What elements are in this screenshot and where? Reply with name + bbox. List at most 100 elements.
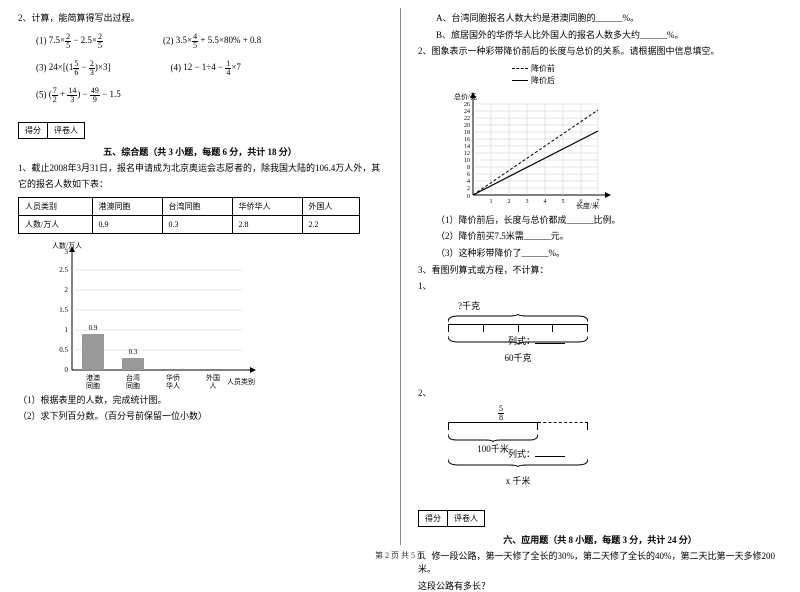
- svg-text:5: 5: [562, 199, 565, 205]
- q6-1b: 这段公路有多长？: [418, 580, 782, 592]
- th-taiwan: 台湾同胞: [162, 197, 232, 215]
- svg-text:4: 4: [544, 199, 547, 205]
- d2-label: 2、: [418, 387, 782, 400]
- svg-text:总价/元: 总价/元: [454, 92, 477, 101]
- svg-text:0.3: 0.3: [129, 348, 138, 356]
- svg-text:24: 24: [464, 109, 470, 115]
- q5-sub2: （2）求下列百分数。（百分号前保留一位小数）: [18, 410, 382, 423]
- formula-3: (3) 24×[(156 − 23)×3]: [36, 60, 110, 77]
- svg-text:10: 10: [464, 158, 470, 164]
- section-6-title: 六、应用题（共 8 小题，每题 3 分，共计 24 分）: [418, 533, 782, 546]
- d1-liesh: 列式：: [508, 334, 565, 347]
- bar-chart: 0 0.5 1 1.5 2 2.5 3 0.9 0.3: [42, 240, 262, 390]
- svg-text:3: 3: [526, 199, 529, 205]
- svg-text:16: 16: [464, 137, 470, 143]
- q2-sub1: （1）降价前后，长度与总价都成______比例。: [436, 214, 782, 227]
- svg-text:台湾: 台湾: [126, 373, 140, 382]
- svg-text:2.5: 2.5: [59, 266, 68, 274]
- svg-text:0.9: 0.9: [89, 324, 98, 332]
- svg-text:8: 8: [467, 165, 470, 171]
- svg-text:14: 14: [464, 144, 470, 150]
- right-column: A、台湾同胞报名人数大约是港澳同胞的______%。 B、旅居国外的华侨华人比外…: [400, 0, 800, 565]
- svg-text:12: 12: [464, 151, 470, 157]
- svg-text:1: 1: [65, 326, 69, 334]
- formula-row-2: (3) 24×[(156 − 23)×3] (4) 12 − 1÷4 − 14×…: [36, 60, 382, 77]
- d2-liesh: 列式：: [508, 447, 565, 460]
- d2-top: 58: [498, 405, 782, 422]
- grader-label: 评卷人: [48, 123, 84, 138]
- d1-top-brace: [448, 314, 588, 324]
- svg-text:0.5: 0.5: [59, 346, 68, 354]
- score-block-6: 得分 评卷人: [418, 510, 782, 527]
- q2-sub3: （3）这种彩带降价了______%。: [436, 247, 782, 260]
- page-footer: 第 2 页 共 5 页: [0, 550, 800, 561]
- diagram-2: 58 100千米 x 千米 列式：: [448, 405, 782, 500]
- q2-title: 2、计算，能简算得写出过程。: [18, 12, 382, 25]
- left-column: 2、计算，能简算得写出过程。 (1) 7.5×25 − 2.5×25 (2) 3…: [0, 0, 400, 565]
- svg-text:1.5: 1.5: [59, 306, 68, 314]
- cell-2: 0.3: [162, 215, 232, 233]
- th-category: 人员类别: [19, 197, 93, 215]
- table-header-row: 人员类别 港澳同胞 台湾同胞 华侨华人 外国人: [19, 197, 360, 215]
- th-hk-macau: 港澳同胞: [92, 197, 162, 215]
- svg-text:26: 26: [464, 102, 470, 108]
- svg-text:0: 0: [467, 194, 470, 200]
- th-foreign: 外国人: [302, 197, 360, 215]
- d2-mid-brace: [448, 432, 538, 442]
- score-box: 得分 评卷人: [18, 122, 85, 139]
- svg-text:1: 1: [490, 199, 493, 205]
- q3: 3、看图列算式或方程，不计算：: [418, 264, 782, 277]
- score-label: 得分: [19, 123, 48, 138]
- score-block-5: 得分 评卷人: [18, 122, 382, 139]
- formula-4: (4) 12 − 1÷4 − 14×7: [170, 60, 240, 77]
- line-chart: 0 1 2 3 4 5 6 7 2 4 6 8 10 12 14 16 18 2…: [448, 90, 618, 210]
- formula-row-1: (1) 7.5×25 − 2.5×25 (2) 3.5×45 + 5.5×80%…: [36, 33, 382, 50]
- formula-2: (2) 3.5×45 + 5.5×80% + 0.8: [163, 33, 261, 50]
- qB: B、旅居国外的华侨华人比外国人的报名人数多大约______%。: [436, 29, 782, 42]
- applicant-table: 人员类别 港澳同胞 台湾同胞 华侨华人 外国人 人数/万人 0.9 0.3 2.…: [18, 197, 360, 234]
- d1-top: ?千克: [458, 299, 782, 312]
- svg-text:18: 18: [464, 130, 470, 136]
- q2-sub2: （2）降价前买7.5米需______元。: [436, 230, 782, 243]
- qA: A、台湾同胞报名人数大约是港澳同胞的______%。: [436, 12, 782, 25]
- row-label: 人数/万人: [19, 215, 93, 233]
- svg-text:20: 20: [464, 123, 470, 129]
- svg-text:华侨: 华侨: [166, 373, 180, 382]
- svg-text:0: 0: [65, 366, 69, 374]
- svg-text:6: 6: [467, 172, 470, 178]
- svg-text:华人: 华人: [166, 381, 180, 390]
- grader-label-6: 评卷人: [448, 511, 484, 526]
- diagram-1: ?千克 60千克 列式：: [448, 299, 782, 377]
- formula-5: (5) (72 + 143) − 499 − 1.5: [36, 87, 121, 104]
- table-row: 人数/万人 0.9 0.3 2.8 2.2: [19, 215, 360, 233]
- svg-text:同胞: 同胞: [86, 381, 100, 390]
- q5-1b: 它的报名人数如下表：: [18, 178, 382, 191]
- cell-4: 2.2: [302, 215, 360, 233]
- svg-text:4: 4: [467, 179, 470, 185]
- chart-legend: 降价前 降价后: [512, 62, 782, 86]
- th-overseas: 华侨华人: [232, 197, 302, 215]
- score-box-6: 得分 评卷人: [418, 510, 485, 527]
- q5-1a: 1、截止2008年3月31日，报名申请成为北京奥运会志愿者的，除我国大陆的106…: [18, 162, 382, 175]
- d1-bottom: 60千克: [448, 351, 588, 364]
- legend-before: 降价前: [512, 63, 555, 74]
- svg-text:人员类别: 人员类别: [227, 377, 255, 386]
- svg-text:外国: 外国: [206, 373, 220, 382]
- d1-label: 1、: [418, 280, 782, 293]
- q2-right: 2、图象表示一种彩带降价前后的长度与总价的关系。请根据图中信息填空。: [418, 45, 782, 58]
- score-label-6: 得分: [419, 511, 448, 526]
- formula-1: (1) 7.5×25 − 2.5×25: [36, 33, 103, 50]
- svg-text:2: 2: [508, 199, 511, 205]
- section-5-title: 五、综合题（共 3 小题，每题 6 分，共计 18 分）: [18, 145, 382, 158]
- legend-after: 降价后: [512, 75, 555, 86]
- svg-text:人数/万人: 人数/万人: [52, 241, 82, 250]
- formula-row-3: (5) (72 + 143) − 499 − 1.5: [36, 87, 382, 104]
- svg-text:港澳: 港澳: [86, 373, 100, 382]
- d2-bottom: x 千米: [448, 474, 588, 487]
- svg-text:长度/米: 长度/米: [576, 201, 599, 210]
- svg-text:人: 人: [210, 382, 217, 390]
- svg-text:2: 2: [467, 186, 470, 192]
- cell-1: 0.9: [92, 215, 162, 233]
- svg-text:同胞: 同胞: [126, 381, 140, 390]
- svg-text:2: 2: [65, 286, 69, 294]
